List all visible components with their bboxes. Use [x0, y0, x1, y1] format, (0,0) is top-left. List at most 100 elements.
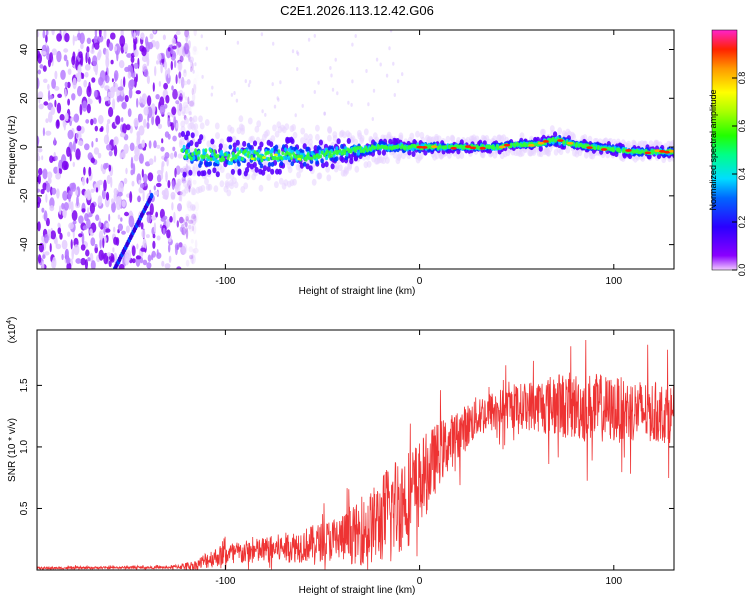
noise-blob — [87, 51, 90, 59]
ridge-peak-blob — [503, 143, 511, 147]
ridge-blob — [318, 139, 323, 146]
noise-blob — [156, 144, 161, 149]
noise-blob — [87, 56, 91, 65]
noise-blob — [55, 172, 61, 180]
noise-blob — [166, 158, 169, 167]
noise-blob — [37, 196, 42, 205]
ridge-blob — [340, 156, 345, 163]
noise-blob — [191, 253, 194, 264]
noise-blob — [83, 79, 88, 88]
noise-blob — [108, 213, 111, 222]
ridge-blob — [225, 172, 231, 180]
noise-blob — [194, 62, 197, 67]
noise-blob — [178, 102, 183, 112]
ridge-blob — [553, 131, 558, 138]
noise-blob — [142, 173, 148, 183]
noise-blob — [161, 138, 164, 144]
spectrogram-frame — [36, 29, 675, 270]
noise-blob — [112, 247, 115, 253]
noise-blob — [188, 54, 191, 63]
ridge-blob — [354, 165, 360, 173]
noise-blob — [42, 30, 46, 39]
noise-blob — [82, 225, 88, 231]
ridge-blob — [191, 188, 197, 196]
noise-blob — [91, 77, 96, 83]
noise-blob — [57, 222, 61, 228]
noise-blob — [354, 34, 357, 38]
noise-blob — [48, 95, 54, 100]
noise-blob — [183, 43, 189, 55]
noise-blob — [128, 87, 133, 99]
noise-blob — [174, 167, 177, 178]
ridge-blob — [245, 167, 250, 173]
ridge-blob — [328, 154, 331, 159]
snr-panel: -100 0 100 0.5 1.0 1.5 (x104) Height of stra… — [6, 317, 675, 596]
noise-blob — [189, 204, 196, 211]
noise-blob — [127, 71, 132, 79]
noise-blob — [185, 49, 191, 58]
noise-blob — [151, 250, 156, 258]
noise-blob — [313, 33, 316, 38]
ridge-blob — [335, 146, 339, 151]
noise-blob — [162, 34, 166, 41]
ridge-blob — [226, 189, 232, 197]
noise-blob — [336, 91, 339, 96]
ridge-blob — [237, 169, 242, 176]
noise-blob — [193, 49, 199, 55]
noise-blob — [56, 102, 62, 114]
ridge-blob — [222, 143, 228, 151]
noise-blob — [77, 64, 82, 75]
ridge-blob — [423, 149, 428, 156]
noise-blob — [37, 77, 40, 90]
noise-blob — [117, 86, 124, 91]
noise-blob — [73, 244, 80, 256]
ridge-peak-blob — [479, 146, 486, 150]
noise-blob — [140, 247, 147, 252]
ridge-blob — [547, 145, 553, 153]
noise-blob — [57, 93, 62, 99]
noise-blob — [113, 236, 118, 245]
noise-blob — [116, 95, 121, 103]
ridge-blob — [187, 142, 191, 148]
noise-blob — [142, 93, 146, 100]
noise-blob — [104, 74, 110, 84]
noise-blob — [106, 252, 112, 257]
ridge-blob — [246, 162, 251, 168]
noise-blob — [103, 134, 110, 145]
noise-blob — [64, 112, 69, 122]
ridge-blob — [356, 129, 362, 137]
noise-blob — [135, 255, 142, 260]
noise-blob — [188, 224, 192, 230]
noise-blob — [181, 106, 186, 115]
noise-blob — [123, 76, 126, 88]
colorbar-tick-label: 0.2 — [737, 216, 747, 229]
ridge-blob — [447, 144, 451, 149]
ridge-blob — [340, 144, 344, 149]
ridge-blob — [182, 165, 188, 173]
ridge-blob — [261, 169, 266, 176]
ridge-blob — [191, 169, 197, 177]
noise-blob — [182, 91, 185, 99]
noise-blob — [167, 180, 171, 189]
ridge-blob — [343, 149, 347, 154]
ridge-blob — [597, 145, 600, 150]
noise-blob — [72, 161, 76, 168]
noise-blob — [107, 91, 112, 98]
noise-blob — [121, 230, 126, 235]
noise-blob — [170, 191, 176, 199]
noise-blob — [156, 169, 162, 175]
noise-blob — [191, 87, 194, 96]
ridge-blob — [252, 140, 258, 147]
noise-blob — [155, 94, 160, 100]
noise-blob — [136, 98, 139, 108]
ridge-blob — [204, 148, 208, 153]
ridge-blob — [315, 133, 320, 141]
ridge-blob — [554, 138, 557, 143]
noise-blob — [307, 37, 311, 42]
ridge-blob — [218, 143, 223, 150]
ridge-blob — [191, 152, 195, 157]
snr-y-ticks: 0.5 1.0 1.5 — [19, 378, 674, 515]
noise-blob — [125, 167, 128, 175]
noise-blob — [233, 91, 236, 95]
noise-blob — [179, 140, 186, 146]
